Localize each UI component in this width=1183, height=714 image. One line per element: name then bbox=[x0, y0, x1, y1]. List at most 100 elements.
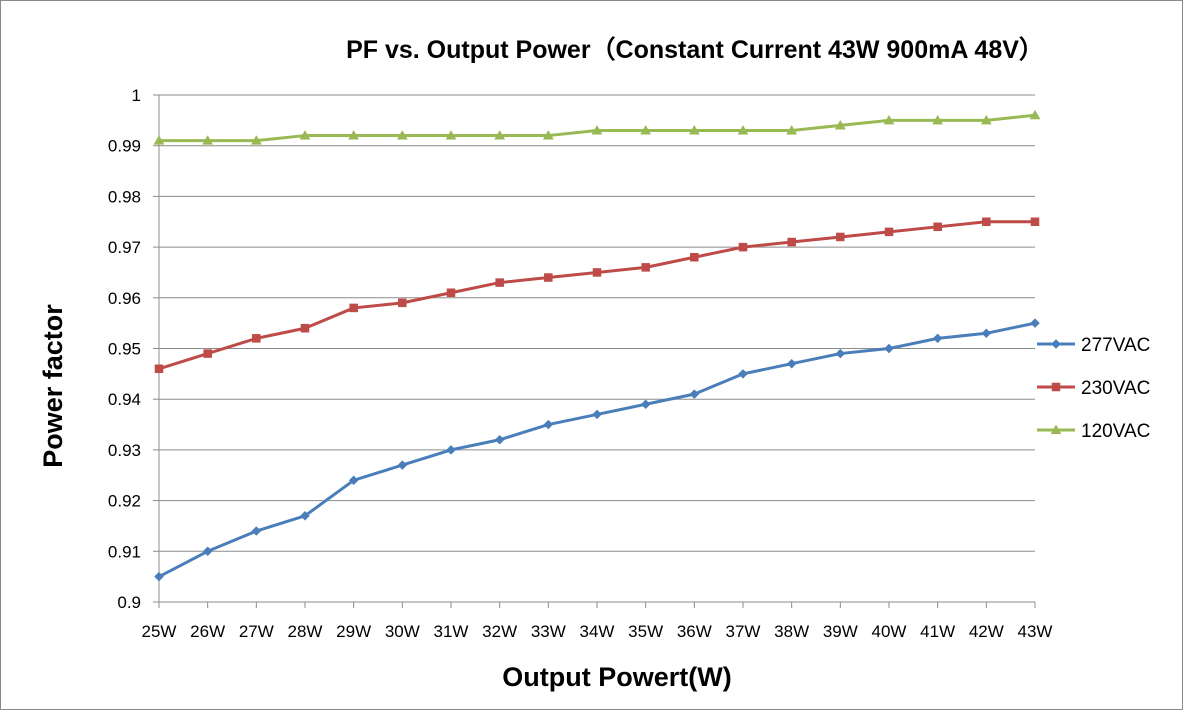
y-tick-label: 0.98 bbox=[108, 187, 141, 206]
data-point bbox=[592, 409, 602, 420]
y-tick-label: 0.97 bbox=[108, 238, 141, 257]
y-tick-label: 1 bbox=[132, 86, 141, 105]
data-point bbox=[1051, 382, 1061, 392]
x-tick-label: 38W bbox=[774, 622, 809, 641]
data-point bbox=[445, 130, 457, 140]
x-tick-label: 43W bbox=[1018, 622, 1053, 641]
data-point bbox=[300, 323, 310, 333]
data-point bbox=[1051, 339, 1061, 349]
data-point bbox=[202, 546, 213, 557]
data-point bbox=[834, 119, 846, 130]
data-point bbox=[933, 222, 942, 232]
y-tick-labels: 0.9 0.91 0.92 0.93 0.94 0.95 0.96 0.97 0.98 0.99 1 bbox=[108, 86, 141, 612]
x-tick-label: 35W bbox=[628, 622, 663, 641]
legend-entry: 277VAC bbox=[1037, 335, 1150, 356]
y-tick-label: 0.99 bbox=[108, 137, 141, 156]
series-120VAC bbox=[153, 109, 1041, 145]
data-point bbox=[153, 135, 165, 145]
data-point bbox=[641, 263, 650, 272]
data-point bbox=[398, 298, 407, 308]
data-point bbox=[932, 114, 944, 125]
data-point bbox=[154, 571, 164, 582]
y-tick-label: 0.91 bbox=[108, 542, 141, 561]
data-point bbox=[1050, 424, 1062, 434]
data-point bbox=[884, 227, 894, 237]
data-point bbox=[981, 328, 992, 339]
x-tick-label: 41W bbox=[920, 622, 955, 641]
data-point bbox=[738, 368, 748, 379]
data-point bbox=[202, 135, 214, 145]
data-point bbox=[252, 334, 261, 343]
y-tick-label: 0.96 bbox=[108, 289, 141, 308]
legend-entry: 230VAC bbox=[1037, 378, 1150, 399]
data-point bbox=[592, 268, 602, 277]
data-point bbox=[787, 237, 796, 247]
data-point bbox=[836, 232, 845, 242]
data-point bbox=[932, 333, 943, 344]
x-tick-label: 42W bbox=[969, 622, 1004, 641]
data-point bbox=[738, 242, 748, 252]
x-tick-label: 27W bbox=[239, 622, 274, 641]
legend-entry: 120VAC bbox=[1037, 421, 1150, 442]
data-point bbox=[786, 124, 798, 135]
legend-label: 230VAC bbox=[1081, 378, 1150, 399]
data-point bbox=[397, 460, 408, 470]
data-point bbox=[250, 135, 262, 145]
data-point bbox=[1029, 109, 1041, 120]
data-point bbox=[591, 124, 603, 135]
x-tick-label: 29W bbox=[336, 622, 371, 641]
x-tick-label: 31W bbox=[434, 622, 469, 641]
data-point bbox=[446, 288, 456, 297]
data-point bbox=[348, 130, 360, 140]
data-point bbox=[640, 399, 651, 410]
y-tick-label: 0.93 bbox=[108, 441, 141, 460]
series-230VAC bbox=[154, 217, 1040, 374]
data-point bbox=[348, 475, 359, 486]
y-tick-label: 0.9 bbox=[117, 593, 141, 612]
data-point bbox=[884, 343, 894, 354]
data-point bbox=[980, 114, 992, 125]
data-point bbox=[543, 419, 554, 430]
data-point bbox=[542, 130, 554, 140]
x-tick-label: 36W bbox=[677, 622, 712, 641]
series-lines bbox=[153, 109, 1041, 582]
legend-label: 120VAC bbox=[1081, 421, 1150, 442]
legend: 277VAC 230VAC 120VAC bbox=[1037, 335, 1150, 442]
data-point bbox=[982, 217, 991, 226]
data-point bbox=[544, 273, 553, 282]
legend-label: 277VAC bbox=[1081, 335, 1150, 356]
y-tick-label: 0.95 bbox=[108, 340, 141, 359]
x-tick-labels: 25W 26W 27W 28W 29W 30W 31W 32W 33W 34W 35W 36W 37W 3… bbox=[142, 622, 1053, 641]
x-axis-title: Output Powert(W) bbox=[502, 662, 731, 692]
x-tick-label: 40W bbox=[872, 622, 907, 641]
data-point bbox=[495, 278, 504, 287]
chart-title: PF vs. Output Power（Constant Current 43W… bbox=[346, 35, 1044, 64]
x-tick-label: 34W bbox=[580, 622, 615, 641]
data-point bbox=[299, 130, 311, 140]
data-point bbox=[349, 303, 358, 313]
x-tick-label: 25W bbox=[142, 622, 177, 641]
x-tick-label: 39W bbox=[823, 622, 858, 641]
data-point bbox=[300, 510, 310, 521]
x-tick-label: 32W bbox=[482, 622, 517, 641]
x-tick-label: 30W bbox=[385, 622, 420, 641]
data-point bbox=[494, 130, 506, 140]
data-point bbox=[396, 130, 408, 140]
data-point bbox=[1030, 318, 1040, 329]
data-point bbox=[786, 358, 797, 369]
data-point bbox=[446, 445, 456, 455]
x-tick-label: 28W bbox=[288, 622, 323, 641]
data-point bbox=[203, 349, 212, 358]
data-point bbox=[251, 526, 262, 536]
series-277VAC bbox=[154, 318, 1040, 582]
data-point bbox=[154, 364, 164, 374]
x-tick-label: 26W bbox=[190, 622, 225, 641]
y-tick-label: 0.94 bbox=[108, 390, 141, 409]
data-point bbox=[883, 114, 895, 125]
data-point bbox=[640, 124, 652, 135]
data-point bbox=[689, 389, 700, 399]
data-point bbox=[1030, 217, 1040, 226]
data-point bbox=[494, 434, 505, 445]
